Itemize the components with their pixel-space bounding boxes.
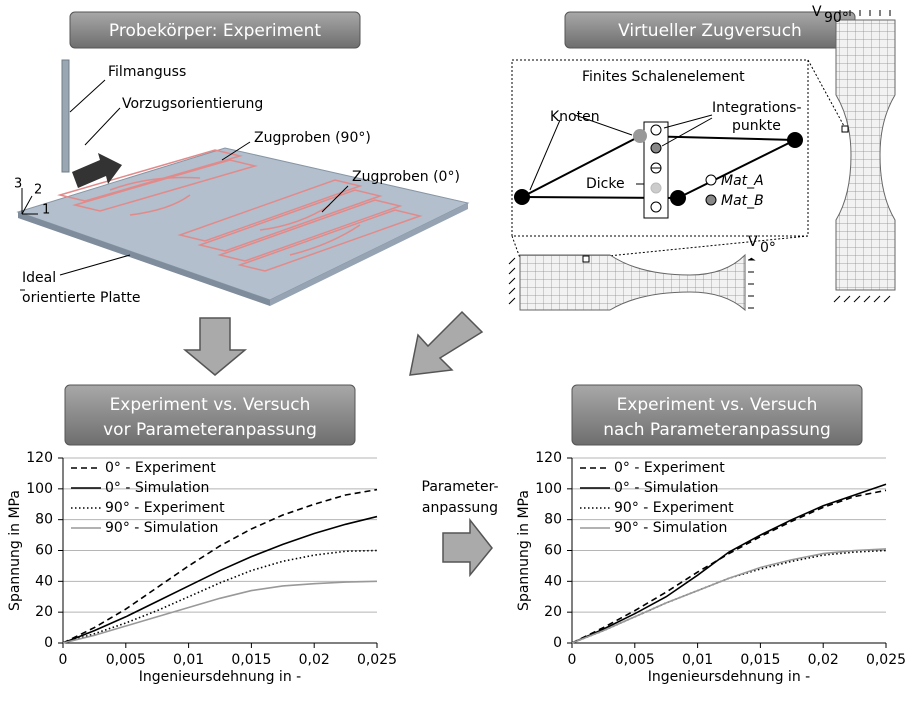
label: Mat_B (721, 193, 764, 209)
arrow (443, 520, 492, 575)
label: 0° (760, 240, 776, 256)
mesh-0 (520, 255, 745, 310)
zoom-line (512, 236, 520, 258)
chart-title: Experiment vs. Versuch (617, 395, 818, 415)
sprue (62, 60, 69, 172)
x-tick-label: 0,015 (231, 652, 271, 668)
axis-label: 1 (42, 203, 50, 218)
x-axis-title: Ingenieursdehnung in - (648, 669, 810, 685)
banner-title: Probekörper: Experiment (109, 21, 321, 41)
legend-symbol (706, 175, 716, 185)
legend-label: 0° - Simulation (614, 480, 718, 496)
y-axis-title: Spannung in MPa (7, 490, 23, 611)
label: Mat_A (721, 173, 764, 189)
arrow (185, 318, 245, 375)
label: Dicke (586, 176, 625, 192)
legend-label: 0° - Simulation (105, 480, 209, 496)
mesh-90 (836, 20, 895, 290)
y-axis-title: Spannung in MPa (516, 490, 532, 611)
x-tick-label: 0,025 (866, 652, 906, 668)
legend-label: 0° - Experiment (105, 460, 216, 476)
series-line (572, 549, 886, 643)
banner-title: Virtueller Zugversuch (618, 21, 802, 41)
label: Zugproben (90°) (254, 130, 371, 146)
label: 90° (824, 10, 849, 26)
chart-title: Experiment vs. Versuch (110, 395, 311, 415)
label: Parameter- (422, 479, 499, 495)
label: Zugproben (0°) (352, 169, 460, 185)
axis-label: 3 (14, 177, 22, 192)
label: V (748, 234, 758, 250)
y-tick-label: 120 (26, 450, 53, 466)
arrow (410, 312, 482, 375)
legend-label: 90° - Simulation (105, 520, 218, 536)
chart-subtitle: nach Parameteranpassung (603, 420, 831, 440)
label: Vorzugsorientierung (122, 96, 263, 112)
x-tick-label: 0 (568, 652, 577, 668)
x-tick-label: 0,02 (299, 652, 330, 668)
label: Filmanguss (108, 64, 186, 80)
x-tick-label: 0,025 (357, 652, 397, 668)
label: Integrations- (712, 100, 802, 116)
element-marker (583, 256, 589, 262)
y-tick-label: 80 (544, 512, 562, 528)
x-axis-title: Ingenieursdehnung in - (139, 669, 301, 685)
y-tick-label: 100 (535, 481, 562, 497)
y-tick-label: 0 (553, 635, 562, 651)
label: V (812, 4, 822, 20)
series-line (63, 551, 377, 644)
label: punkte (732, 118, 781, 134)
y-tick-label: 60 (544, 543, 562, 559)
x-tick-label: 0 (59, 652, 68, 668)
y-tick-label: 40 (35, 573, 53, 589)
legend-label: 90° - Simulation (614, 520, 727, 536)
legend-label: 90° - Experiment (105, 500, 225, 516)
legend-label: 0° - Experiment (614, 460, 725, 476)
legend-symbol (706, 195, 716, 205)
figure: Probekörper: Experiment Filmanguss Vorzu… (0, 0, 909, 725)
x-tick-label: 0,005 (106, 652, 146, 668)
y-tick-label: 20 (35, 604, 53, 620)
label: Knoten (550, 109, 600, 125)
x-tick-label: 0,015 (740, 652, 780, 668)
series-line (572, 551, 886, 644)
label: anpassung (422, 500, 498, 516)
x-tick-label: 0,005 (615, 652, 655, 668)
x-tick-label: 0,01 (173, 652, 204, 668)
y-tick-label: 40 (544, 573, 562, 589)
y-tick-label: 60 (35, 543, 53, 559)
label: Finites Schalenelement (582, 69, 745, 85)
y-tick-label: 0 (44, 635, 53, 651)
y-tick-label: 120 (535, 450, 562, 466)
x-tick-label: 0,01 (682, 652, 713, 668)
element-marker (842, 126, 848, 132)
label: Ideal (22, 270, 56, 286)
legend-label: 90° - Experiment (614, 500, 734, 516)
x-tick-label: 0,02 (808, 652, 839, 668)
chart-subtitle: vor Parameteranpassung (103, 420, 317, 440)
label: orientierte Platte (22, 290, 141, 306)
y-tick-label: 100 (26, 481, 53, 497)
y-tick-label: 80 (35, 512, 53, 528)
y-tick-label: 20 (544, 604, 562, 620)
axis-label: 2 (34, 183, 42, 198)
